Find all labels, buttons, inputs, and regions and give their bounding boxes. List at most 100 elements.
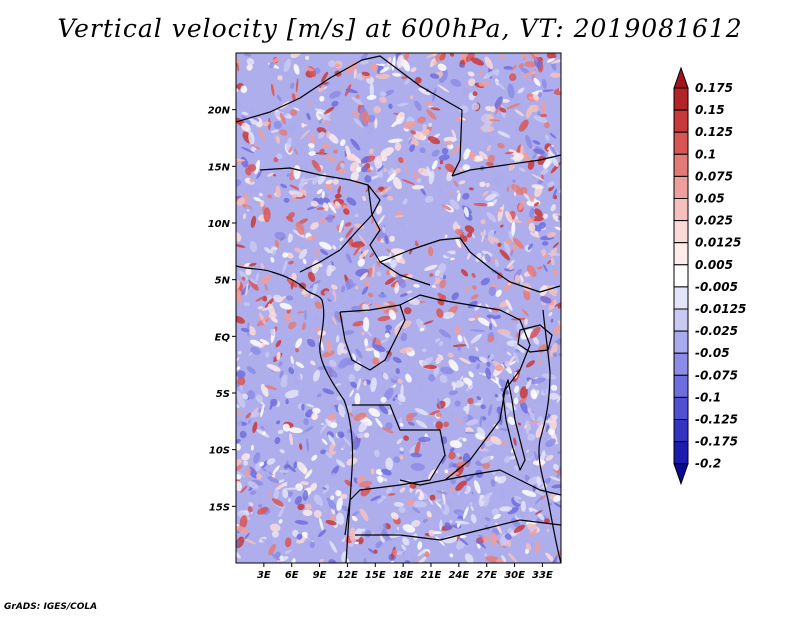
field-cell — [427, 246, 434, 257]
field-cell — [399, 455, 404, 460]
field-cell — [402, 198, 408, 205]
field-cell — [424, 101, 433, 106]
field-cell — [499, 506, 513, 512]
border-namibia — [355, 519, 561, 541]
field-cell — [260, 263, 265, 270]
colorbar-label: 0.125 — [695, 125, 733, 139]
field-cell — [403, 435, 409, 441]
colorbar-label: 0.0125 — [695, 236, 741, 250]
field-cell — [534, 541, 541, 554]
field-cell — [429, 494, 436, 501]
lat-tick-label: 5N — [215, 276, 231, 287]
field-cell — [303, 535, 315, 546]
field-cell — [470, 329, 485, 332]
field-cell — [311, 412, 318, 421]
field-cell — [253, 132, 261, 137]
field-cell — [458, 456, 463, 460]
lon-tick-label: 9E — [313, 570, 327, 581]
field-cell — [541, 100, 547, 114]
field-cell — [374, 118, 378, 129]
field-cell — [320, 249, 329, 256]
field-cell — [494, 259, 499, 267]
colorbar-swatch — [673, 87, 689, 111]
field-cell — [242, 213, 247, 220]
border-drc — [339, 294, 531, 486]
field-cell — [236, 370, 246, 379]
field-cell — [451, 380, 465, 388]
field-cell — [464, 206, 469, 218]
field-cell — [409, 144, 416, 152]
field-cell — [353, 243, 363, 256]
field-cell — [337, 431, 345, 438]
field-cell — [517, 87, 525, 94]
field-cell — [528, 420, 541, 424]
field-cell — [498, 107, 507, 113]
field-cell — [326, 367, 338, 378]
field-cell — [510, 249, 514, 256]
field-cell — [341, 285, 346, 293]
field-cell — [500, 332, 515, 340]
field-cell — [319, 558, 324, 563]
field-cell — [401, 179, 416, 185]
field-cell — [448, 451, 456, 460]
field-cell — [320, 82, 329, 85]
field-cell — [450, 478, 456, 485]
field-cell — [316, 127, 327, 134]
field-cell — [550, 203, 556, 212]
field-cell — [435, 421, 444, 430]
field-cell — [283, 197, 290, 203]
field-cell — [302, 509, 313, 517]
field-cell — [368, 148, 374, 155]
field-cell — [249, 240, 257, 253]
field-cell — [435, 347, 440, 355]
field-cell — [527, 244, 536, 258]
field-cell — [298, 176, 306, 191]
colorbar-label: 0.075 — [695, 169, 733, 183]
field-cell — [513, 497, 521, 504]
field-cell — [495, 80, 505, 90]
field-cell — [290, 280, 294, 290]
field-cell — [532, 398, 545, 403]
field-cell — [508, 552, 518, 563]
field-cell — [388, 309, 397, 320]
field-cell — [338, 219, 344, 233]
field-cell — [304, 503, 312, 510]
field-cell — [530, 389, 538, 400]
colorbar-swatch — [673, 198, 689, 222]
field-cell — [481, 492, 493, 502]
field-cell — [236, 195, 242, 199]
field-cell — [349, 294, 356, 301]
field-cell — [287, 321, 297, 330]
field-cell — [546, 528, 550, 533]
field-cell — [318, 263, 323, 268]
field-cell — [399, 347, 414, 354]
field-cell — [408, 137, 413, 145]
field-cell — [377, 475, 384, 483]
field-cell — [378, 350, 387, 365]
field-cell — [550, 247, 558, 258]
field-cell — [344, 222, 352, 227]
field-cell — [389, 268, 396, 277]
field-cell — [396, 526, 400, 530]
field-cell — [322, 156, 338, 161]
field-cell — [340, 139, 346, 147]
field-cell — [252, 421, 258, 434]
field-cell — [328, 60, 336, 68]
field-cell — [341, 505, 349, 512]
field-cell — [301, 403, 305, 411]
field-cell — [264, 247, 271, 254]
field-cell — [488, 284, 499, 288]
field-cell — [448, 216, 452, 223]
field-cell — [338, 357, 351, 369]
field-cell — [480, 219, 486, 225]
field-cell — [541, 509, 552, 520]
field-cell — [350, 138, 361, 151]
field-cell — [464, 225, 475, 233]
field-cell — [296, 311, 305, 314]
field-cell — [410, 130, 417, 135]
field-cell — [451, 129, 457, 139]
field-cell — [280, 183, 288, 189]
field-cell — [533, 148, 545, 155]
field-cell — [466, 546, 473, 553]
field-cell — [476, 539, 486, 549]
